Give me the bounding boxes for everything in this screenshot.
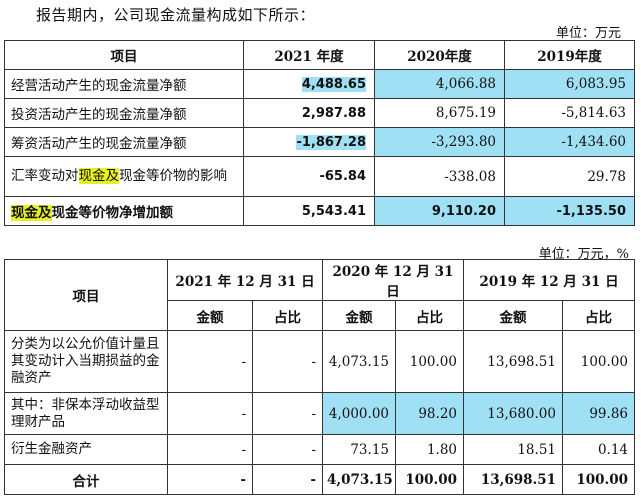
header-2020: 2020年度 [374,40,505,70]
highlighted-label-part: 现金及 [78,168,119,184]
cell-amount: 13,698.51 [463,330,563,393]
table-row-total: 合计 - - 4,073.15 100.00 13,698.51 100.00 [4,464,635,495]
financial-assets-table: 项目 2021 年 12 月 31 日 2020 年 12 月 31 日 201… [4,259,635,495]
row-label: 汇率变动对现金及现金等价物的影响 [4,156,244,197]
assets-subheader-row: 金额 占比 金额 占比 金额 占比 [5,300,635,331]
table-row: 筹资活动产生的现金流量净额 -1,867.28 -3,293.80 -1,434… [4,127,635,157]
value-2019: -1,135.50 [504,196,635,226]
row-label: 衍生金融资产 [4,434,168,465]
value-2020: 9,110.20 [374,196,505,226]
unit-label-assets: 单位：万元，% [538,247,629,262]
cell-ratio: 99.86 [562,392,635,435]
cell-ratio: 0.14 [562,434,635,465]
header-date-2021: 2021 年 12 月 31 日 [167,259,323,301]
value-2021: 5,543.41 [243,196,375,226]
cell-ratio: 100.00 [395,464,464,495]
value-2019: 29.78 [504,156,635,197]
table-row: 衍生金融资产 - - 73.15 1.80 18.51 0.14 [4,434,635,465]
row-label: 投资活动产生的现金流量净额 [4,98,244,128]
value-2019: 6,083.95 [504,69,635,99]
table-row: 经营活动产生的现金流量净额 4,488.65 4,066.88 6,083.95 [4,69,635,99]
intro-text: 报告期内，公司现金流量构成如下所示： [36,6,316,24]
table-row: 投资活动产生的现金流量净额 2,987.88 8,675.19 -5,814.6… [4,98,635,128]
table-row: 其中：非保本浮动收益型理财产品 - - 4,000.00 98.20 13,68… [4,392,635,435]
cashflow-header-row: 项目 2021 年度 2020年度 2019年度 [4,40,635,70]
cell-ratio: 100.00 [562,464,635,495]
cell-ratio: 100.00 [395,330,464,393]
value-2021: -1,867.28 [296,134,366,150]
cell-amount: 73.15 [322,434,396,465]
assets-header-row: 项目 2021 年 12 月 31 日 2020 年 12 月 31 日 201… [4,259,635,331]
header-ratio: 占比 [395,300,464,331]
header-item: 项目 [4,40,244,70]
header-amount: 金额 [167,300,253,331]
row-label: 合计 [4,464,168,495]
header-item: 项目 [4,259,168,331]
label-part: 现金等价物的影响 [119,168,227,184]
label-part: 汇率变动对 [11,168,79,184]
header-date-2019: 2019 年 12 月 31 日 [463,259,635,301]
cell-ratio: 1.80 [395,434,464,465]
cell-amount: 4,073.15 [322,330,396,393]
value-2020: 4,066.88 [374,69,505,99]
cell-amount: 4,000.00 [322,392,396,435]
cell-amount: - [167,330,253,393]
cell-ratio: 100.00 [562,330,635,393]
value-2021: 2,987.88 [243,98,375,128]
cell-ratio: - [252,434,323,465]
row-label: 经营活动产生的现金流量净额 [4,69,244,99]
row-label: 分类为以公允价值计量且其变动计入当期损益的金融资产 [4,330,168,393]
cell-amount: - [167,434,253,465]
value-2021: -65.84 [243,156,375,197]
unit-label-cashflow: 单位：万元 [555,26,621,41]
header-ratio: 占比 [562,300,635,331]
cell-amount: 13,698.51 [463,464,563,495]
highlighted-label-part: 现金及 [11,205,52,221]
cell-amount: - [167,464,253,495]
row-label: 其中：非保本浮动收益型理财产品 [4,392,168,435]
value-2021: 4,488.65 [301,76,366,92]
label-part: 现金等价物净增加额 [51,205,174,221]
cell-ratio: - [252,330,323,393]
cell-ratio: - [252,464,323,495]
value-2020: -3,293.80 [374,127,505,157]
row-label: 现金及现金等价物净增加额 [4,196,244,226]
header-date-2020: 2020 年 12 月 31 日 [322,259,464,301]
header-amount: 金额 [463,300,563,331]
table-row: 汇率变动对现金及现金等价物的影响 -65.84 -338.08 29.78 [4,156,635,197]
cell-amount: 4,073.15 [322,464,396,495]
header-amount: 金额 [322,300,396,331]
value-2019: -1,434.60 [504,127,635,157]
table-row-total: 现金及现金等价物净增加额 5,543.41 9,110.20 -1,135.50 [4,196,635,226]
cell-ratio: - [252,392,323,435]
cell-amount: 18.51 [463,434,563,465]
table-row: 分类为以公允价值计量且其变动计入当期损益的金融资产 - - 4,073.15 1… [4,330,635,393]
header-2021: 2021 年度 [243,40,375,70]
cell-amount: - [167,392,253,435]
cell-ratio: 98.20 [395,392,464,435]
value-2020: 8,675.19 [374,98,505,128]
value-2020: -338.08 [374,156,505,197]
header-2019: 2019年度 [504,40,635,70]
cashflow-table: 项目 2021 年度 2020年度 2019年度 经营活动产生的现金流量净额 4… [4,40,635,226]
value-2019: -5,814.63 [504,98,635,128]
cell-amount: 13,680.00 [463,392,563,435]
row-label: 筹资活动产生的现金流量净额 [4,127,244,157]
header-ratio: 占比 [252,300,323,331]
